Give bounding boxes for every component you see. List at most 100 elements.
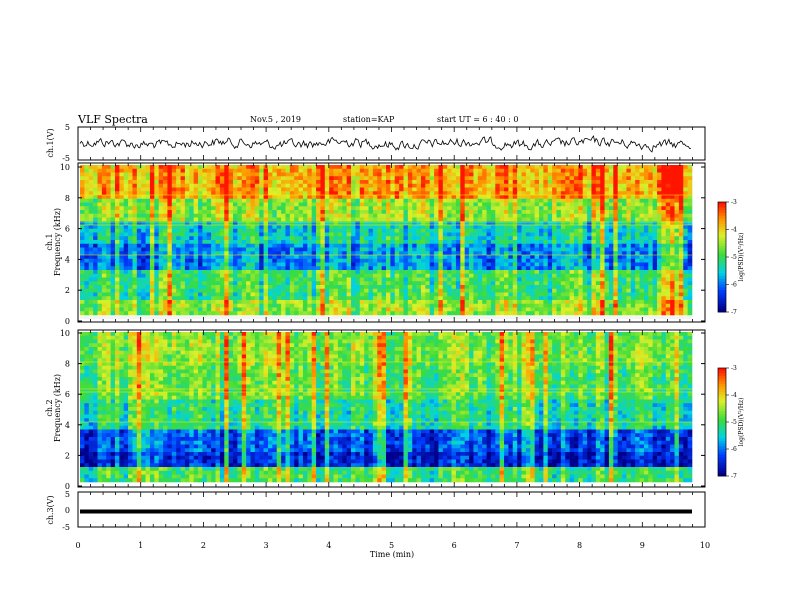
ch1-spectrogram-cell: [473, 240, 479, 245]
ch1-spectrogram-cell: [136, 202, 142, 207]
ch1-spectrogram-cell: [377, 180, 382, 185]
ch1-spectrogram-cell: [123, 180, 129, 185]
ch1-spectrogram-cell: [582, 210, 588, 215]
ch1-spectrogram-cell: [123, 236, 129, 241]
ch1-spectrogram-cell: [132, 251, 138, 256]
ch1-spectrogram-cell: [604, 240, 610, 245]
ch1-spectrogram-cell: [298, 206, 304, 211]
ch1-spectrogram-cell: [88, 210, 94, 215]
ch1-spectrogram-cell: [512, 285, 518, 290]
ch1-spectrogram-cell: [307, 195, 312, 200]
ch1-spectrogram-cell: [482, 187, 487, 192]
ch1-spectrogram-cell: [678, 191, 684, 196]
ch1-spectrogram-cell: [141, 187, 146, 192]
ch1-spectrogram-cell: [587, 258, 592, 263]
ch1-spectrogram-cell: [604, 270, 610, 275]
ch1-spectrogram-cell: [425, 225, 431, 230]
ch1-spectrogram-cell: [394, 251, 400, 256]
ch1-spectrogram-cell: [420, 270, 426, 275]
ch1-spectrogram-cell: [171, 176, 177, 181]
ch1-spectrogram-cell: [604, 292, 610, 297]
ch1-spectrogram-cell: [128, 210, 133, 215]
ch1-spectrogram-cell: [342, 221, 347, 226]
ch1-spectrogram-cell: [600, 262, 605, 267]
ch1-spectrogram-cell: [442, 247, 448, 252]
ch1-spectrogram-cell: [683, 210, 688, 215]
ch1-spectrogram-cell: [237, 221, 243, 226]
ch1-spectrogram-cell: [219, 198, 225, 203]
ch1-spectrogram-cell: [508, 210, 514, 215]
ch1-spectrogram-cell: [302, 258, 308, 263]
ch1-spectrogram-cell: [114, 228, 120, 233]
ch1-spectrogram-cell: [416, 251, 422, 256]
ch1-spectrogram-cell: [652, 266, 658, 271]
ch1-spectrogram-cell: [674, 225, 680, 230]
ch1-spectrogram-cell: [193, 255, 199, 260]
ch1-spectrogram-cell: [534, 277, 540, 282]
ch1-spectrogram-cell: [464, 251, 470, 256]
ch1-spectrogram-cell: [451, 176, 457, 181]
ch1-spectrogram-cell: [622, 191, 627, 196]
ch1-spectrogram-cell: [539, 195, 544, 200]
ch1-spectrogram-cell: [657, 240, 662, 245]
ch1-spectrogram-cell: [499, 255, 505, 260]
ch1-spectrogram-cell: [622, 247, 627, 252]
ch1-spectrogram-cell: [333, 255, 339, 260]
ch1-spectrogram-cell: [364, 187, 369, 192]
ch1-spectrogram-cell: [486, 198, 492, 203]
ch1-spectrogram-cell: [342, 165, 347, 170]
ch1-spectrogram-cell: [355, 277, 361, 282]
ch1-spectrogram-cell: [359, 258, 365, 263]
ch1-spectrogram-cell: [643, 183, 649, 188]
ch1-spectrogram-cell: [219, 213, 225, 218]
ch1-spectrogram-cell: [635, 292, 640, 297]
ch1-spectrogram-cell: [97, 210, 103, 215]
ch1-spectrogram-cell: [657, 232, 662, 237]
ch1-spectrogram-cell: [469, 210, 474, 215]
ch1-spectrogram-cell: [381, 285, 387, 290]
ch1-spectrogram-cell: [556, 191, 562, 196]
ch1-spectrogram-cell: [93, 198, 98, 203]
ch1-spectrogram-cell: [403, 206, 409, 211]
ch1-spectrogram-cell: [215, 277, 221, 282]
ch1-spectrogram-cell: [486, 172, 492, 177]
ch1-spectrogram-cell: [351, 251, 356, 256]
ch1-spectrogram-cell: [604, 217, 610, 222]
ch1-spectrogram-cell: [198, 266, 203, 271]
ch1-spectrogram-cell: [455, 270, 461, 275]
ch1-spectrogram-cell: [263, 217, 269, 222]
ch1-spectrogram-cell: [329, 243, 334, 248]
ch1-spectrogram-cell: [254, 247, 260, 252]
ch1-spectrogram-cell: [359, 277, 365, 282]
ch1-spectrogram-cell: [547, 285, 553, 290]
ch1-spectrogram-cell: [455, 176, 461, 181]
ch1-spectrogram-cell: [486, 221, 492, 226]
ch1-spectrogram-cell: [683, 225, 688, 230]
ch1-spectrogram-cell: [84, 277, 90, 282]
ch1-spectrogram-cell: [198, 198, 203, 203]
ch1-spectrogram-cell: [311, 232, 317, 237]
ch1-spectrogram-cell: [687, 273, 693, 278]
ch1-spectrogram-cell: [263, 277, 269, 282]
ch1-spectrogram-cell: [591, 236, 597, 241]
ch1-spectrogram-cell: [556, 258, 562, 263]
ch1-spectrogram-cell: [595, 187, 601, 192]
ch1-spectrogram-cell: [302, 296, 308, 301]
ch1-spectrogram-cell: [434, 281, 439, 286]
ch1-spectrogram-cell: [176, 292, 181, 297]
ch1-spectrogram-cell: [604, 180, 610, 185]
ch1-spectrogram-cell: [455, 213, 461, 218]
ch1-spectrogram-cell: [141, 225, 146, 230]
ch1-spectrogram-cell: [167, 296, 173, 301]
ch1-spectrogram-cell: [346, 270, 352, 275]
ch1-spectrogram-cell: [560, 243, 566, 248]
ch1-spectrogram-cell: [626, 270, 632, 275]
ch1-spectrogram-cell: [184, 258, 190, 263]
ch1-spectrogram-cell: [189, 296, 194, 301]
ch1-spectrogram-cell: [670, 206, 675, 211]
ch1-spectrogram-cell: [674, 281, 680, 286]
ch1-spectrogram-cell: [630, 251, 636, 256]
ch1-spectrogram-cell: [464, 288, 470, 293]
ch1-spectrogram-cell: [219, 273, 225, 278]
ch1-spectrogram-cell: [276, 198, 282, 203]
